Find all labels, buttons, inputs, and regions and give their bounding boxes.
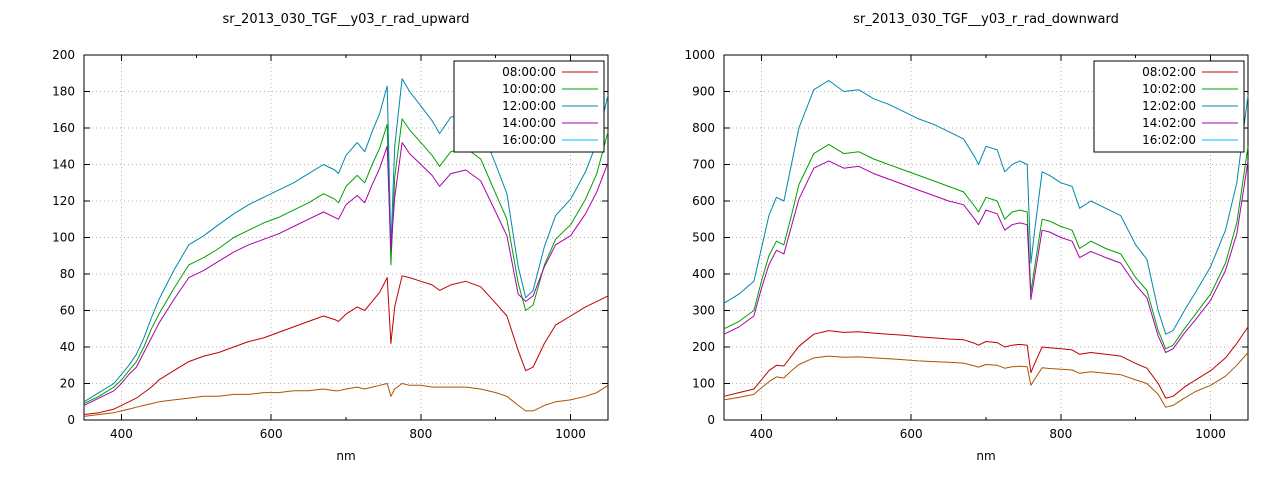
y-tick-label: 200	[692, 340, 715, 354]
axis-tick-labels: 0 20 40 60 80 100 120 140 160 180 200 400 600 800 1000	[52, 48, 586, 441]
series-line-16:00:00	[83, 383, 609, 417]
series-line-14:02:00	[723, 160, 1249, 353]
y-tick-label: 100	[52, 231, 75, 245]
chart-title-upward: sr_2013_030_TGF__y03_r_rad_upward	[222, 12, 470, 27]
x-tick-label: 600	[260, 427, 283, 441]
plot-area-downward: 0 100 200 300 400 500 600 700 800 900 1000 400 600 80…	[684, 48, 1249, 441]
y-tick-label: 400	[692, 267, 715, 281]
legend: 08:00:00 10:00:00 12:00:00 14:00:00 16:00:00	[453, 60, 605, 153]
y-tick-label: 160	[52, 121, 75, 135]
plot-border	[83, 54, 609, 421]
chart-title-downward: sr_2013_030_TGF__y03_r_rad_downward	[853, 12, 1119, 27]
axis-tick-labels: 0 100 200 300 400 500 600 700 800 900 1000 400 600 80…	[684, 48, 1225, 441]
chart-downward: 0 100 200 300 400 500 600 700 800 900 1000 400 600 80…	[640, 0, 1280, 480]
y-tick-label: 900	[692, 85, 715, 99]
x-tick-label: 600	[900, 427, 923, 441]
series-line-12:00:00	[83, 78, 609, 403]
series-lines	[83, 78, 609, 417]
y-tick-label: 60	[60, 304, 75, 318]
series-line-10:00:00	[83, 118, 609, 405]
legend-label: 10:00:00	[502, 82, 556, 96]
legend-label: 16:02:00	[1142, 133, 1196, 147]
y-tick-label: 120	[52, 194, 75, 208]
plot-border	[723, 54, 1249, 421]
y-tick-label: 200	[52, 48, 75, 62]
x-tick-label: 1000	[555, 427, 586, 441]
series-line-16:02:00	[723, 352, 1249, 408]
series-line-08:00:00	[83, 275, 609, 415]
x-tick-label: 800	[409, 427, 432, 441]
legend-label: 08:00:00	[502, 65, 556, 79]
legend: 08:02:00 10:02:00 12:02:00 14:02:00 16:02:00	[1093, 60, 1245, 153]
legend-label: 14:02:00	[1142, 116, 1196, 130]
plot-area-upward: 0 20 40 60 80 100 120 140 160 180 200 400 600 800 1000…	[52, 48, 609, 441]
y-tick-label: 800	[692, 121, 715, 135]
series-line-14:00:00	[83, 142, 609, 406]
series-line-08:02:00	[723, 326, 1249, 399]
legend-label: 10:02:00	[1142, 82, 1196, 96]
series-line-12:02:00	[723, 80, 1249, 335]
y-tick-label: 180	[52, 85, 75, 99]
y-tick-label: 0	[67, 413, 75, 427]
legend-label: 12:02:00	[1142, 99, 1196, 113]
legend-label: 16:00:00	[502, 133, 556, 147]
y-tick-label: 300	[692, 304, 715, 318]
x-axis-label-downward: nm	[976, 449, 996, 463]
y-tick-label: 40	[60, 340, 75, 354]
x-tick-label: 1000	[1195, 427, 1226, 441]
x-tick-label: 400	[750, 427, 773, 441]
legend-label: 08:02:00	[1142, 65, 1196, 79]
legend-label: 12:00:00	[502, 99, 556, 113]
y-tick-label: 80	[60, 267, 75, 281]
y-tick-label: 700	[692, 158, 715, 172]
y-tick-label: 0	[707, 413, 715, 427]
y-tick-label: 140	[52, 158, 75, 172]
y-tick-label: 100	[692, 377, 715, 391]
x-axis-label-upward: nm	[336, 449, 356, 463]
legend-label: 14:00:00	[502, 116, 556, 130]
series-line-10:02:00	[723, 143, 1249, 350]
x-tick-label: 400	[110, 427, 133, 441]
x-tick-label: 800	[1049, 427, 1072, 441]
y-tick-label: 600	[692, 194, 715, 208]
series-lines	[723, 80, 1249, 408]
chart-upward: 0 20 40 60 80 100 120 140 160 180 200 400 600 800 1000…	[52, 12, 609, 463]
y-tick-label: 1000	[684, 48, 715, 62]
y-tick-label: 500	[692, 231, 715, 245]
y-tick-label: 20	[60, 377, 75, 391]
